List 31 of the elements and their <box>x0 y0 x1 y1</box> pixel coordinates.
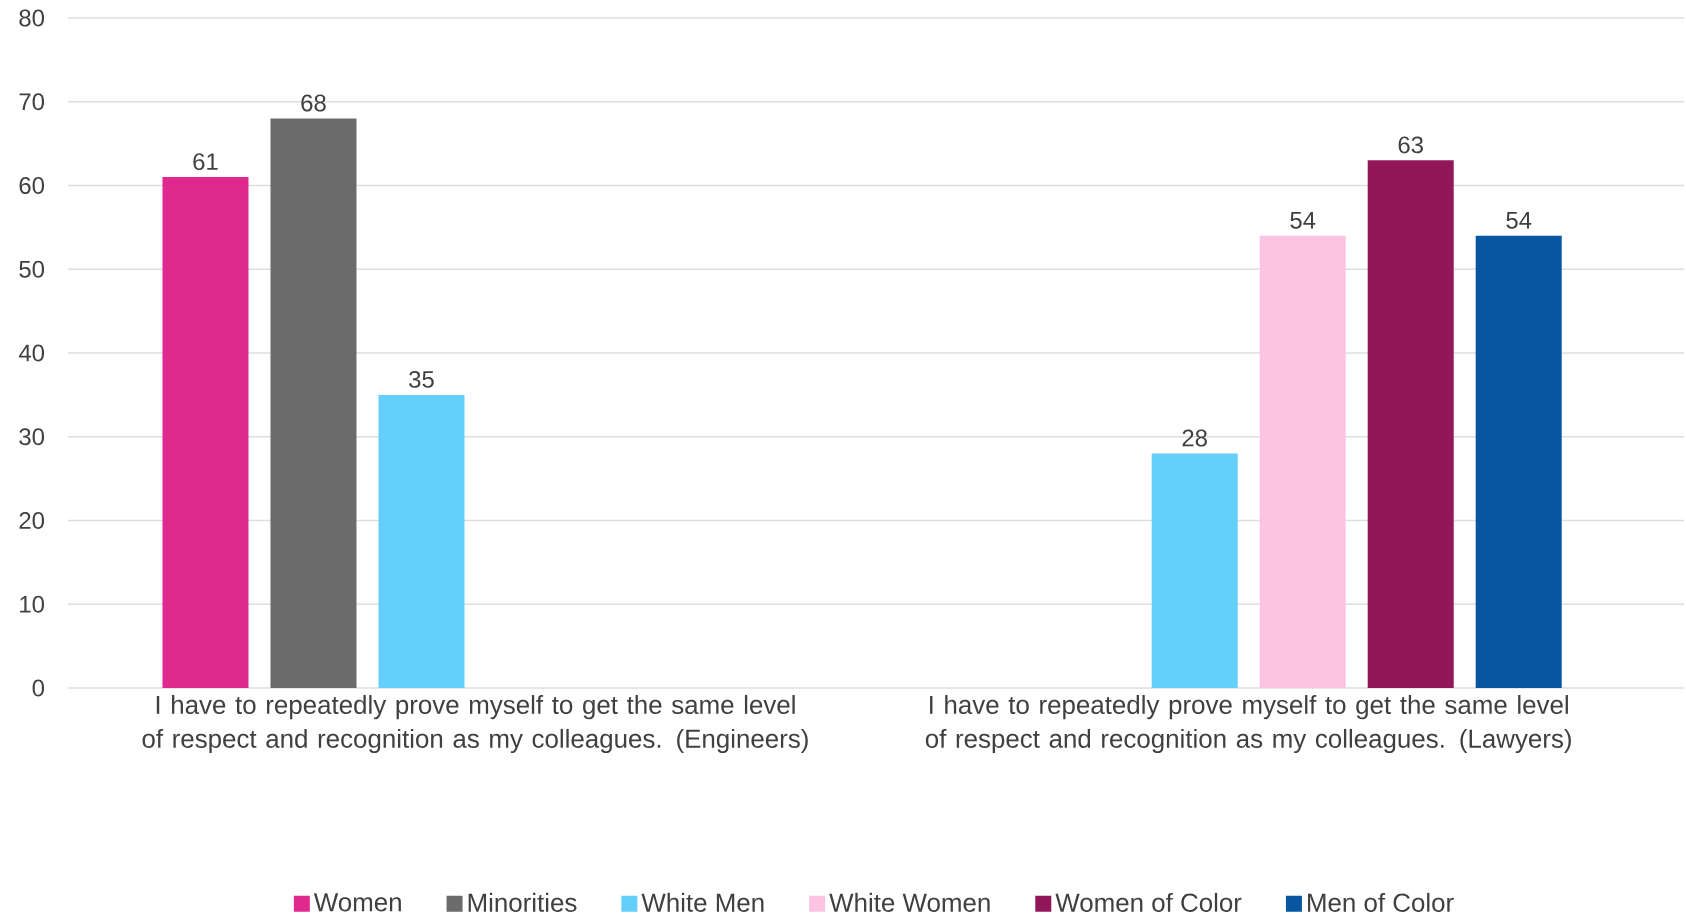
data-label: 54 <box>1506 212 1532 229</box>
legend-label: Women <box>313 893 401 912</box>
y-tick-label: 10 <box>20 595 45 613</box>
legend-label: White Women <box>829 892 990 912</box>
data-label: 61 <box>193 153 218 171</box>
y-tick-label: 50 <box>19 260 45 278</box>
bar <box>1367 160 1454 688</box>
y-tick-label: 40 <box>18 344 45 362</box>
y-tick-label: 80 <box>19 9 45 27</box>
bar <box>1475 235 1562 688</box>
legend-label: Men of Color <box>1308 892 1454 912</box>
bar <box>162 177 249 688</box>
legend-label: White Men <box>641 892 764 912</box>
x-tick-label: I have to repeatedly prove myself to get the same level of respect and recognition as my colleagues. (Engineers) <box>142 695 808 754</box>
x-tick-label: I have to repeatedly prove myself to get the same level of respect and recognition as my colleagues. (Lawyers) <box>925 695 1571 754</box>
data-label: 35 <box>409 370 434 388</box>
legend-label: Minorities <box>468 892 577 912</box>
y-tick-label: 60 <box>19 177 45 194</box>
data-label: 63 <box>1398 136 1423 154</box>
bar <box>1151 453 1238 688</box>
bar <box>378 394 465 688</box>
y-tick-label: 0 <box>32 679 45 697</box>
bar <box>270 118 357 688</box>
data-label: 28 <box>1182 429 1207 447</box>
legend-label: Women of Color <box>1055 892 1242 912</box>
y-tick-label: 20 <box>19 512 45 529</box>
bar <box>1259 235 1346 688</box>
y-tick-label: 70 <box>19 93 45 111</box>
data-label: 54 <box>1290 212 1316 229</box>
y-tick-label: 30 <box>19 428 45 446</box>
data-label: 68 <box>301 94 326 112</box>
